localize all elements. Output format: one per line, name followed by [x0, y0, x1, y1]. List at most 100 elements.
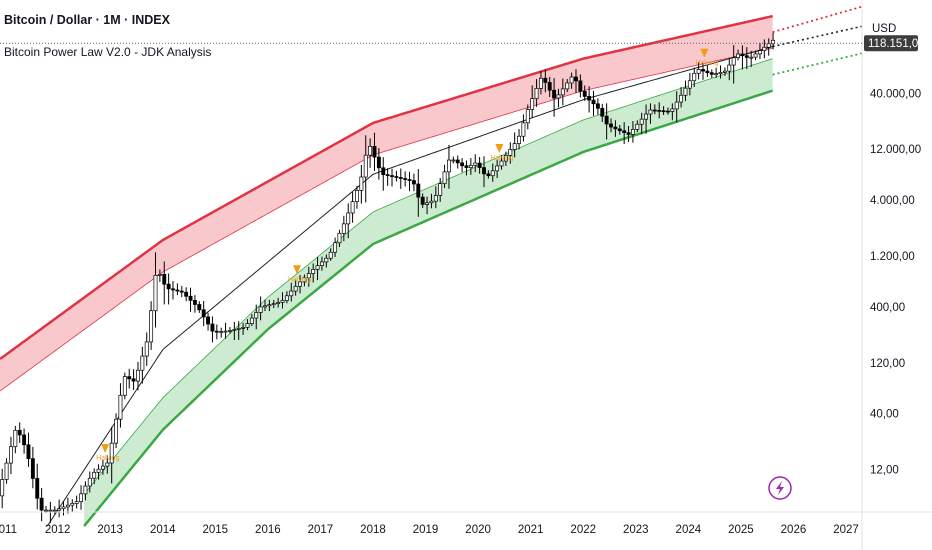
candle-body [617, 128, 622, 132]
candle-body [670, 108, 675, 112]
candle-body [65, 504, 70, 508]
candle-body [13, 429, 18, 448]
y-tick-label: 12,00 [870, 465, 899, 477]
candle-body [613, 126, 618, 130]
power-law-bands [0, 5, 863, 527]
candle-body [289, 290, 294, 297]
candle-body [74, 501, 79, 504]
candle-body [184, 291, 189, 297]
candle-body [311, 268, 316, 274]
halving-arrow-icon [495, 143, 504, 153]
candle-body [626, 132, 631, 135]
chart-title[interactable]: Bitcoin / Dollar · 1M · INDEX [4, 13, 170, 27]
candle-body [70, 503, 75, 506]
lower-band-fill [84, 58, 773, 527]
candle-body [490, 170, 495, 177]
x-tick-label: 2021 [518, 524, 544, 536]
candle-body [83, 485, 88, 495]
candle-body [144, 341, 149, 357]
candle-body [639, 118, 644, 125]
x-tick-label: 2024 [676, 524, 702, 536]
lightning-icon[interactable] [768, 476, 792, 500]
x-tick-label: 2022 [570, 524, 596, 536]
candle-body [232, 329, 237, 331]
candle-body [442, 171, 447, 185]
candle-body [346, 212, 351, 225]
candle-body [171, 288, 175, 291]
halving-markers: Halving Halving Halving Halving [96, 48, 719, 462]
last-price-label: 118.151,05 [868, 38, 925, 50]
candle-body [512, 143, 517, 150]
currency-label[interactable]: USD [872, 23, 896, 35]
candle-body [762, 46, 767, 51]
candle-body [503, 155, 508, 162]
candle-body [556, 94, 561, 99]
time-axis[interactable]: 2011 2012 2013 2014 2015 2016 2017 2018 2019 2020… [0, 524, 859, 536]
candle-body [460, 162, 465, 167]
candle-body [263, 305, 267, 308]
candle-body [241, 326, 246, 329]
candle-body [315, 265, 320, 270]
x-tick-label: 2014 [150, 524, 176, 536]
candle-body [17, 429, 22, 436]
candle-body [149, 310, 154, 343]
candle-body [508, 149, 513, 156]
candle-body [499, 160, 504, 167]
x-tick-label: 2016 [255, 524, 281, 536]
candle-body [127, 376, 132, 380]
halving-label: Halving [490, 155, 513, 162]
candle-body [376, 156, 381, 169]
candle-body [692, 72, 697, 82]
candle-body [394, 176, 399, 178]
fair-value-projection [772, 25, 863, 48]
candle-body [223, 330, 228, 333]
candle-body [179, 290, 184, 293]
candle-body [565, 82, 570, 90]
candle-body [166, 283, 171, 290]
x-tick-label: 2011 [0, 524, 17, 536]
candle-body [26, 444, 31, 459]
candle-body [420, 196, 425, 205]
x-tick-label: 2017 [308, 524, 334, 536]
candle-body [595, 103, 600, 109]
halving-label: Halving [695, 60, 718, 67]
upper-band-fill [0, 16, 773, 392]
candle-body [753, 53, 758, 58]
candle-body [87, 477, 92, 487]
candle-body [385, 174, 390, 176]
candle-body [284, 295, 289, 301]
candle-body [306, 273, 311, 279]
candle-body [337, 232, 342, 244]
candle-body [131, 378, 136, 382]
indicator-title[interactable]: Bitcoin Power Law V2.0 - JDK Analysis [4, 45, 212, 59]
candle-body [9, 446, 13, 464]
candle-body [538, 77, 543, 89]
candle-body [736, 53, 740, 59]
candle-body [473, 162, 478, 166]
candle-body [79, 493, 83, 503]
halving-label: Halving [288, 276, 311, 283]
candle-body [302, 277, 307, 283]
candle-body [757, 50, 762, 55]
lower-band-bottom-line [83, 89, 774, 527]
candle-body [197, 304, 202, 311]
candle-body [547, 82, 552, 91]
candle-body [622, 130, 627, 133]
candle-body [587, 96, 592, 101]
x-tick-label: 2025 [728, 524, 754, 536]
candle-body [652, 109, 657, 112]
candle-body [140, 355, 145, 371]
candle-body [254, 312, 259, 319]
candle-body [451, 159, 456, 162]
y-tick-label: 1.200,00 [870, 251, 915, 263]
candle-body [192, 300, 197, 305]
candle-body [328, 251, 333, 259]
candle-body [718, 72, 723, 74]
candle-body [219, 331, 224, 333]
candle-body [22, 434, 27, 446]
candle-body [411, 180, 416, 185]
candle-body [495, 165, 500, 172]
price-axis[interactable]: 12,00 40,00 120,00 400,00 1.200,00 4.000,00 12… [870, 88, 921, 476]
candle-body [122, 376, 127, 396]
